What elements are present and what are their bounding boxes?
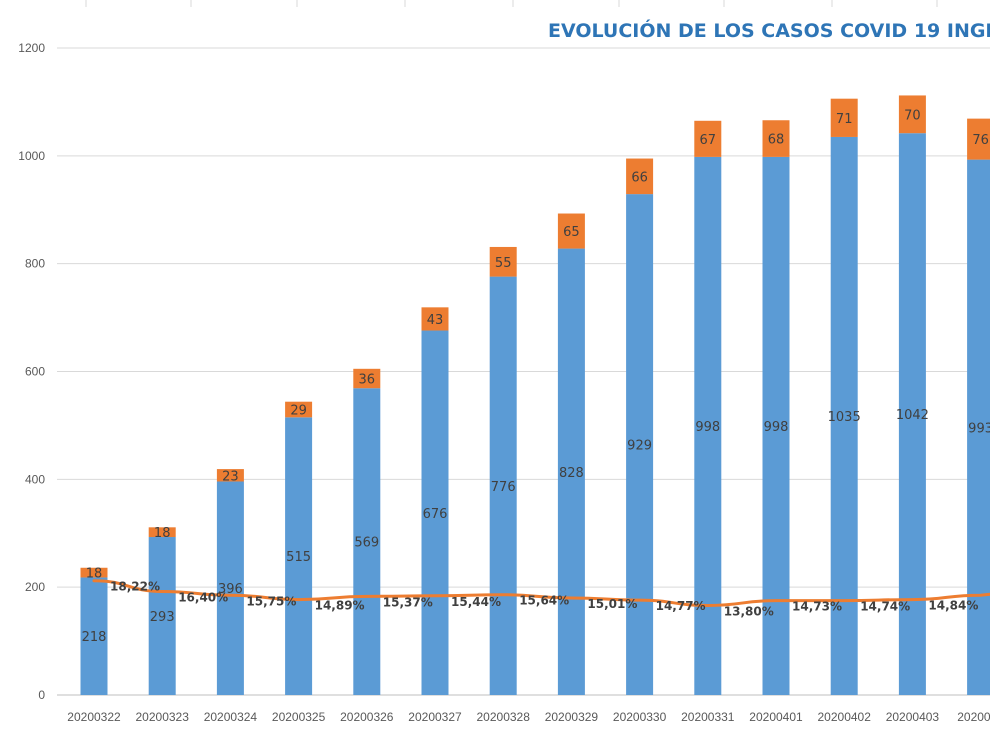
x-tick-label: 20200403 xyxy=(886,710,940,724)
percentage-label: 14,89% xyxy=(315,599,365,613)
bar-base xyxy=(285,417,313,695)
x-tick-label: 20200402 xyxy=(818,710,872,724)
bar-base xyxy=(421,330,449,695)
bar-top-label: 68 xyxy=(768,133,785,148)
bar-base xyxy=(967,159,990,696)
bar-base-label: 929 xyxy=(627,439,652,454)
percentage-label: 15,01% xyxy=(587,597,637,611)
x-tick-label: 20200325 xyxy=(272,710,326,724)
percentage-label: 15,75% xyxy=(246,594,296,608)
x-tick-label: 20200326 xyxy=(340,710,394,724)
bar-top-label: 36 xyxy=(359,373,376,388)
bar-base-label: 1042 xyxy=(896,408,929,423)
bar-base xyxy=(762,156,790,695)
bar-top xyxy=(762,120,790,157)
bar-top xyxy=(898,95,926,134)
bar-top-label: 43 xyxy=(427,313,444,328)
y-tick-label: 400 xyxy=(25,472,45,486)
bar-top-label: 71 xyxy=(836,112,853,127)
percentage-label: 14,73% xyxy=(792,600,842,614)
bar-top-label: 18 xyxy=(86,567,103,582)
y-tick-label: 200 xyxy=(25,580,45,594)
bar-top xyxy=(353,368,381,389)
percentage-label: 15,64% xyxy=(519,594,569,608)
bar-base-label: 776 xyxy=(491,480,516,495)
bar-base xyxy=(353,388,381,695)
y-tick-label: 1200 xyxy=(18,41,45,55)
x-tick-label: 20200401 xyxy=(749,710,803,724)
percentage-label: 16,40% xyxy=(178,590,228,604)
bar-top xyxy=(830,98,858,137)
bar-top-label: 70 xyxy=(904,108,921,123)
bar-base-label: 1035 xyxy=(828,410,861,425)
bar-top-label: 76 xyxy=(972,133,989,148)
percentage-label: 18,22% xyxy=(110,580,160,594)
bar-base-label: 676 xyxy=(423,507,448,522)
bar-base-label: 515 xyxy=(286,550,311,565)
bar-top xyxy=(967,118,990,160)
bar-base-label: 998 xyxy=(695,420,720,435)
bar-top xyxy=(626,158,654,195)
bar-top xyxy=(216,469,244,482)
bar-top xyxy=(421,307,449,331)
bar-base xyxy=(557,248,585,695)
x-tick-label: 2020040 xyxy=(957,710,990,724)
percentage-label: 15,37% xyxy=(383,595,433,609)
y-tick-label: 0 xyxy=(38,688,45,702)
bar-top-label: 67 xyxy=(700,133,717,148)
x-tick-label: 20200329 xyxy=(545,710,599,724)
y-tick-label: 1000 xyxy=(18,149,45,163)
x-tick-label: 20200323 xyxy=(136,710,190,724)
bar-top-label: 18 xyxy=(154,526,171,541)
chart-title: EVOLUCIÓN DE LOS CASOS COVID 19 INGR xyxy=(548,20,990,42)
bar-base xyxy=(148,537,176,695)
bar-base-label: 993 xyxy=(968,421,990,436)
bar-top-label: 66 xyxy=(631,170,648,185)
y-tick-label: 600 xyxy=(25,365,45,379)
bar-top-label: 29 xyxy=(290,404,307,419)
bar-top-label: 23 xyxy=(222,469,239,484)
x-tick-label: 20200322 xyxy=(67,710,121,724)
percentage-label: 14,77% xyxy=(656,599,706,613)
bar-base-label: 218 xyxy=(82,630,107,645)
bar-base xyxy=(489,276,517,695)
x-tick-label: 20200330 xyxy=(613,710,667,724)
bar-base xyxy=(216,481,244,695)
x-tick-label: 20200327 xyxy=(408,710,462,724)
y-tick-label: 800 xyxy=(25,257,45,271)
bar-top-label: 65 xyxy=(563,225,580,240)
bar-base xyxy=(626,194,654,695)
bar-base xyxy=(898,133,926,695)
x-tick-label: 20200324 xyxy=(204,710,258,724)
percentage-label: 13,80% xyxy=(724,604,774,618)
bar-base-label: 569 xyxy=(354,536,379,551)
bar-top xyxy=(489,246,517,277)
bar-base-label: 396 xyxy=(218,582,243,597)
bar-top xyxy=(148,527,176,538)
bar-top xyxy=(80,567,108,578)
bar-top xyxy=(557,213,585,249)
percentage-label: 14,74% xyxy=(860,600,910,614)
x-tick-label: 20200331 xyxy=(681,710,735,724)
bar-top xyxy=(694,120,722,157)
bar-base xyxy=(80,577,108,695)
bar-base-label: 293 xyxy=(150,610,175,625)
percentage-label: 14,84% xyxy=(928,599,978,613)
bar-base-label: 998 xyxy=(764,420,789,435)
x-tick-label: 20200328 xyxy=(477,710,531,724)
percentage-line xyxy=(92,579,990,607)
bar-top-label: 55 xyxy=(495,256,512,271)
bar-top xyxy=(285,401,313,418)
bar-base-label: 828 xyxy=(559,466,584,481)
percentage-label: 15,44% xyxy=(451,595,501,609)
